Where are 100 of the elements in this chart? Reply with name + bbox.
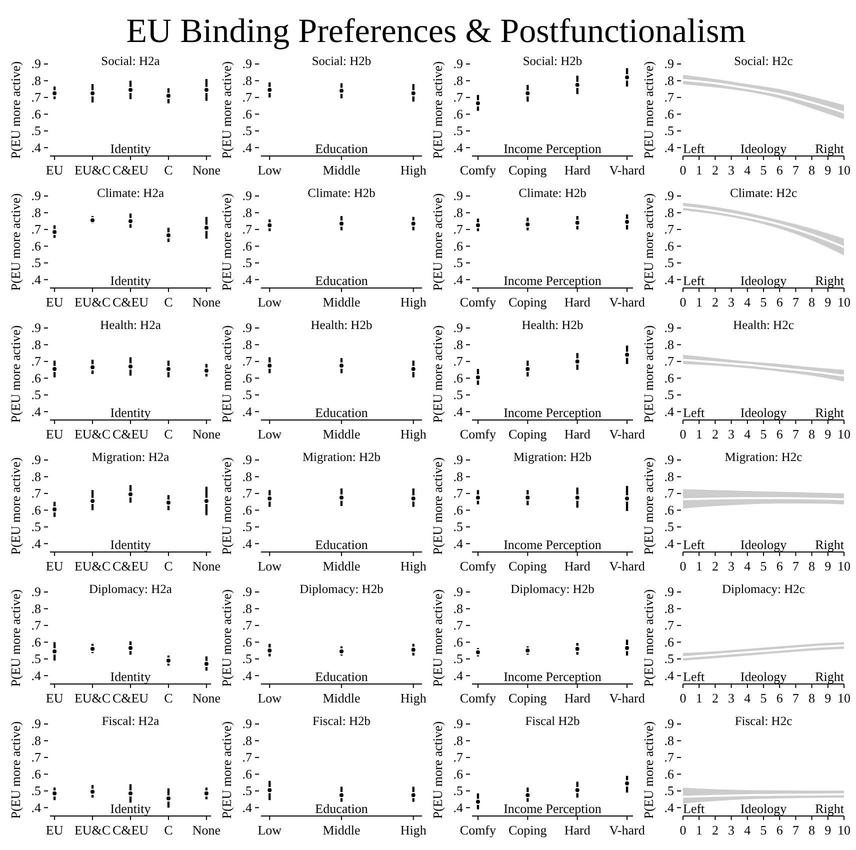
y-tick-label: .8 <box>453 204 463 220</box>
y-tick-label: .9 <box>31 320 41 336</box>
x-tick-label: High <box>400 690 427 706</box>
y-tick-label: .4 <box>664 140 674 155</box>
x-tick-label: V-hard <box>609 162 646 178</box>
x-axis-title: Ideology <box>740 273 788 288</box>
x-tick-label: Coping <box>508 558 548 574</box>
y-tick-label: .4 <box>664 272 674 287</box>
y-tick-label: .7 <box>453 90 464 105</box>
x-tick-label: V-hard <box>609 294 646 310</box>
x-tick-label: 7 <box>792 690 800 706</box>
y-tick-label: .9 <box>31 716 41 732</box>
x-tick-label: 1 <box>696 690 702 706</box>
x-tick-label: Coping <box>508 426 548 442</box>
x-tick-label: 4 <box>744 294 752 310</box>
x-tick-label: C <box>164 426 173 442</box>
x-tick-label: 0 <box>680 690 686 706</box>
x-tick-label: 8 <box>808 294 816 310</box>
y-tick-label: .9 <box>664 716 674 732</box>
y-tick-label: .6 <box>31 634 42 650</box>
x-axis-title: Income Perception <box>504 405 602 420</box>
y-tick-label: .9 <box>453 56 463 72</box>
y-tick-label: .9 <box>664 584 674 600</box>
chart-title: Fiscal: H2a <box>102 714 160 728</box>
x-tick-label: 7 <box>792 162 800 178</box>
y-tick-label: .8 <box>453 600 463 616</box>
y-tick-label: .6 <box>31 502 42 518</box>
x-axis-title: Education <box>315 141 368 156</box>
x-axis-title: Identity <box>110 405 152 420</box>
y-tick-label: .5 <box>453 519 463 534</box>
x-tick-label: 2 <box>712 162 718 178</box>
y-tick-label: .6 <box>31 238 42 254</box>
x-tick-label: 8 <box>808 162 816 178</box>
y-tick-label: .6 <box>31 106 42 122</box>
y-tick-label: .9 <box>242 188 252 204</box>
y-tick-label: .9 <box>664 320 674 336</box>
x-tick-label: C <box>164 558 173 574</box>
x-tick-label: 8 <box>808 822 816 838</box>
annotation: Right <box>815 537 844 552</box>
x-tick-label: 3 <box>728 690 735 706</box>
x-tick-label: Low <box>258 162 282 178</box>
x-tick-label: 7 <box>792 294 800 310</box>
y-tick-label: .9 <box>31 56 41 72</box>
x-tick-label: 9 <box>824 162 832 178</box>
x-tick-label: V-hard <box>609 426 646 442</box>
y-axis-title: P(EU more active) <box>430 193 445 291</box>
y-tick-label: .8 <box>242 732 252 748</box>
x-axis-title: Income Perception <box>504 537 602 552</box>
y-tick-label: .5 <box>31 651 41 666</box>
y-tick-label: .5 <box>31 783 41 798</box>
y-axis-title: P(EU more active) <box>430 457 445 555</box>
x-axis-title: Income Perception <box>504 669 602 684</box>
x-tick-label: Comfy <box>460 294 497 310</box>
y-tick-label: .4 <box>31 536 42 551</box>
x-tick-label: C&EU <box>112 822 150 838</box>
chart-title: Climate: H2b <box>308 186 376 200</box>
x-tick-label: EU&C <box>74 690 111 706</box>
y-tick-label: .8 <box>664 72 674 88</box>
y-tick-label: .4 <box>242 404 252 419</box>
annotation: Right <box>815 405 844 420</box>
x-tick-label: 1 <box>696 162 702 178</box>
y-tick-label: .6 <box>664 502 674 518</box>
x-tick-label: Hard <box>564 294 591 310</box>
x-axis-title: Education <box>315 405 368 420</box>
y-tick-label: .4 <box>453 272 464 287</box>
annotation: Left <box>683 537 706 552</box>
x-tick-label: Middle <box>322 558 360 574</box>
chart-title: Migration: H2c <box>724 450 803 464</box>
x-tick-label: 0 <box>680 162 686 178</box>
x-tick-label: Hard <box>564 162 591 178</box>
x-tick-label: C&EU <box>112 294 150 310</box>
x-tick-label: 0 <box>680 558 686 574</box>
x-tick-label: Hard <box>564 690 591 706</box>
y-tick-label: .5 <box>664 255 674 270</box>
x-tick-label: 4 <box>744 690 752 706</box>
y-tick-label: .7 <box>31 222 42 237</box>
y-axis-title: P(EU more active) <box>8 325 23 423</box>
x-tick-label: 9 <box>824 558 832 574</box>
x-tick-label: 5 <box>760 822 767 838</box>
y-axis-title: P(EU more active) <box>219 325 234 423</box>
x-tick-label: 10 <box>838 558 850 574</box>
y-tick-label: .7 <box>31 486 42 501</box>
x-tick-label: 10 <box>838 162 850 178</box>
y-tick-label: .5 <box>242 651 252 666</box>
x-tick-label: 2 <box>712 294 718 310</box>
y-tick-label: .7 <box>31 90 42 105</box>
y-tick-label: .6 <box>664 370 674 386</box>
x-tick-label: EU&C <box>74 294 111 310</box>
y-axis-title: P(EU more active) <box>641 325 656 423</box>
y-tick-label: .5 <box>31 123 41 138</box>
x-tick-label: High <box>400 822 427 838</box>
x-tick-label: 7 <box>792 558 800 574</box>
y-tick-label: .9 <box>453 716 463 732</box>
x-tick-label: Comfy <box>460 426 497 442</box>
y-tick-label: .6 <box>664 238 674 254</box>
chart-title: Fiscal: H2b <box>312 714 370 728</box>
y-tick-label: .6 <box>453 766 464 782</box>
x-tick-label: 5 <box>760 294 767 310</box>
x-tick-label: 9 <box>824 822 832 838</box>
x-tick-label: Low <box>258 558 282 574</box>
